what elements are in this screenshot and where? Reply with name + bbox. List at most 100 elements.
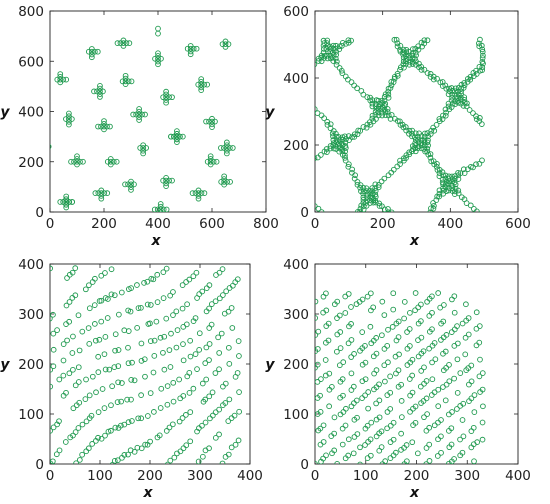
data-point <box>385 209 392 212</box>
data-point <box>154 299 161 305</box>
data-point <box>99 386 106 392</box>
y-tick-label: 0 <box>300 457 309 473</box>
data-point <box>342 422 349 429</box>
data-point <box>476 339 483 346</box>
data-point <box>119 78 126 85</box>
data-point <box>224 147 230 154</box>
data-point <box>445 181 452 188</box>
data-point <box>144 278 151 285</box>
data-point <box>91 321 98 327</box>
data-point <box>97 91 103 98</box>
data-point <box>170 289 176 295</box>
data-point <box>434 453 441 459</box>
x-tick-label: 400 <box>237 468 263 484</box>
data-point <box>448 97 455 104</box>
data-point <box>459 320 466 327</box>
data-point <box>348 321 354 327</box>
data-point <box>224 145 230 151</box>
data-point <box>409 389 416 396</box>
data-point <box>176 418 183 425</box>
data-point <box>234 370 241 376</box>
data-point <box>336 312 343 319</box>
data-point <box>152 55 158 62</box>
data-point <box>390 290 397 297</box>
data-point <box>138 304 144 311</box>
data-point <box>94 48 101 55</box>
data-point <box>477 115 483 121</box>
data-point <box>163 428 170 434</box>
data-point <box>170 398 177 405</box>
data-point <box>173 344 180 351</box>
data-point <box>457 97 464 103</box>
data-point <box>128 377 135 383</box>
data-point <box>473 161 479 168</box>
data-point <box>56 447 63 454</box>
data-point <box>97 88 103 95</box>
data-point <box>373 433 380 440</box>
data-point <box>398 381 404 388</box>
data-point <box>479 58 486 65</box>
data-point <box>382 100 389 107</box>
data-point <box>138 415 145 422</box>
data-point <box>86 305 93 312</box>
data-point <box>451 293 458 300</box>
data-point <box>95 409 102 415</box>
data-point <box>360 194 367 201</box>
data-point <box>431 127 438 134</box>
data-point <box>212 298 219 305</box>
data-point <box>359 296 366 303</box>
data-point <box>118 289 125 296</box>
data-point <box>63 196 70 203</box>
data-point <box>141 356 148 363</box>
data-point <box>155 55 161 62</box>
data-point <box>473 67 479 74</box>
data-point <box>86 282 92 289</box>
data-point <box>417 383 424 390</box>
data-point <box>112 347 118 354</box>
data-point <box>95 369 102 376</box>
data-point <box>381 175 388 182</box>
data-point <box>164 401 171 408</box>
data-point <box>60 341 67 347</box>
data-point <box>66 318 73 325</box>
data-points <box>50 265 242 464</box>
data-point <box>115 379 122 386</box>
data-point <box>161 333 168 340</box>
data-point <box>228 444 235 451</box>
data-point <box>334 315 340 321</box>
data-point <box>473 208 480 212</box>
data-point <box>73 460 79 464</box>
data-point <box>86 48 92 55</box>
data-point <box>86 340 93 347</box>
data-point <box>231 412 238 419</box>
data-point <box>345 291 352 297</box>
data-point <box>385 91 392 98</box>
data-point <box>187 48 194 55</box>
data-point <box>427 209 434 212</box>
data-point <box>75 364 82 371</box>
data-point <box>98 195 105 202</box>
data-point <box>318 376 324 382</box>
data-point <box>50 330 57 337</box>
data-point <box>367 452 374 459</box>
data-point <box>207 158 214 165</box>
data-point <box>476 373 483 380</box>
data-point <box>371 370 377 377</box>
data-point <box>342 143 349 149</box>
data-point <box>388 209 395 212</box>
data-point <box>376 203 383 209</box>
data-point <box>114 457 121 464</box>
data-point <box>219 460 226 464</box>
y-tick-label: 200 <box>283 138 309 154</box>
data-point <box>376 381 382 388</box>
data-point <box>345 37 352 44</box>
data-point <box>479 386 486 393</box>
data-point <box>170 379 177 386</box>
data-point <box>442 184 449 191</box>
data-point <box>121 452 128 458</box>
data-point <box>183 279 189 285</box>
y-tick-label: 200 <box>283 357 309 373</box>
data-point <box>157 209 164 212</box>
x-tick-label: 600 <box>505 216 531 232</box>
data-point <box>466 107 473 113</box>
